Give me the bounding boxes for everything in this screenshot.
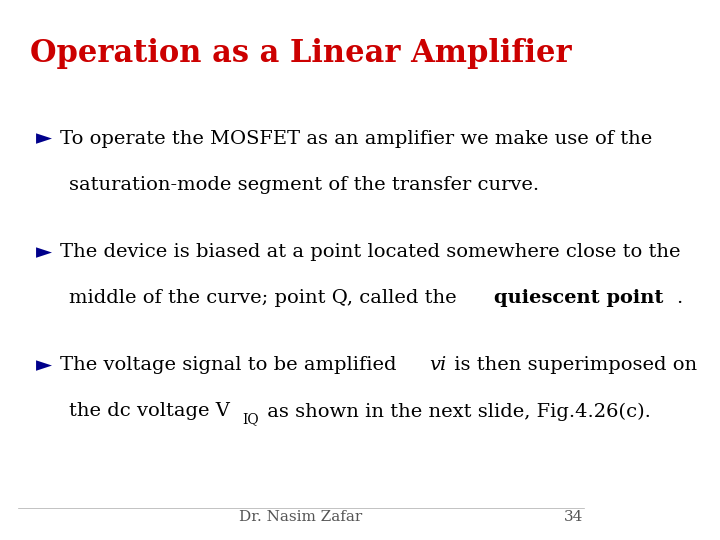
Text: quiescent point: quiescent point — [494, 289, 663, 307]
Text: .: . — [677, 289, 683, 307]
Text: vi: vi — [430, 356, 447, 374]
Text: saturation-mode segment of the transfer curve.: saturation-mode segment of the transfer … — [69, 176, 539, 193]
Text: The device is biased at a point located somewhere close to the: The device is biased at a point located … — [60, 243, 680, 261]
Text: ►: ► — [36, 243, 52, 262]
Text: ►: ► — [36, 356, 52, 375]
Text: as shown in the next slide, Fig.4.26(c).: as shown in the next slide, Fig.4.26(c). — [261, 402, 650, 421]
Text: 34: 34 — [564, 510, 584, 524]
Text: Dr. Nasim Zafar: Dr. Nasim Zafar — [239, 510, 362, 524]
Text: The voltage signal to be amplified: The voltage signal to be amplified — [60, 356, 403, 374]
Text: IQ: IQ — [243, 412, 259, 426]
Text: ►: ► — [36, 130, 52, 148]
Text: To operate the MOSFET as an amplifier we make use of the: To operate the MOSFET as an amplifier we… — [60, 130, 652, 147]
Text: middle of the curve; point Q, called the: middle of the curve; point Q, called the — [69, 289, 463, 307]
Text: Operation as a Linear Amplifier: Operation as a Linear Amplifier — [30, 38, 572, 69]
Text: is then superimposed on: is then superimposed on — [449, 356, 698, 374]
Text: the dc voltage V: the dc voltage V — [69, 402, 230, 420]
